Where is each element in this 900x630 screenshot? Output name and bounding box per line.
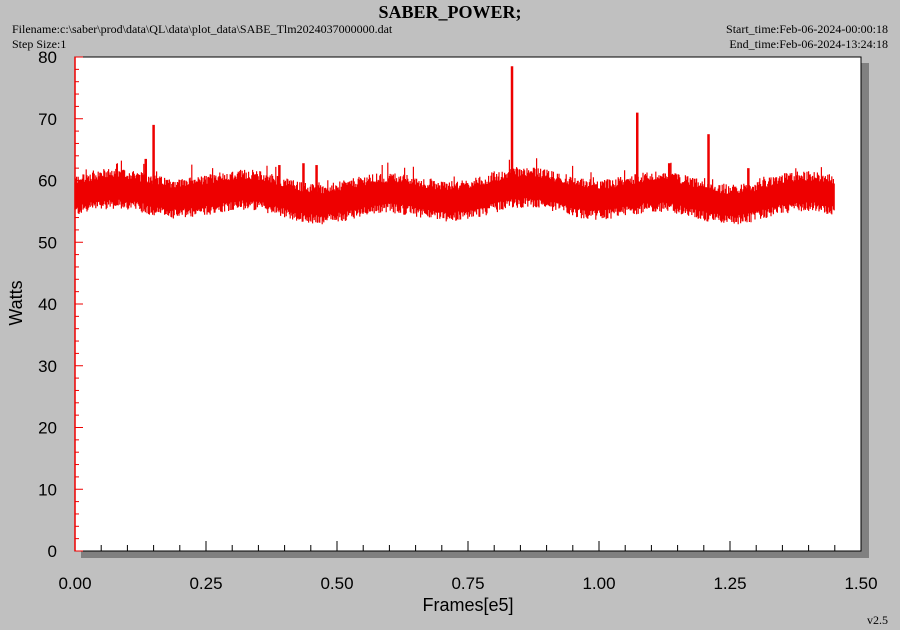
chart-title: SABER_POWER; [378, 2, 522, 22]
y-tick-label: 50 [38, 233, 57, 252]
y-tick-label: 80 [38, 48, 57, 67]
y-tick-label: 30 [38, 357, 57, 376]
x-tick-label: 1.00 [582, 574, 615, 593]
end-time-label: End_time:Feb-06-2024-13:24:18 [729, 37, 888, 51]
x-tick-label: 1.50 [844, 574, 877, 593]
plot-area [74, 56, 862, 552]
x-tick-label: 1.25 [713, 574, 746, 593]
y-tick-label: 70 [38, 110, 57, 129]
x-tick-label: 0.50 [320, 574, 353, 593]
y-tick-label: 40 [38, 295, 57, 314]
series-line [74, 158, 835, 225]
x-tick-label: 0.75 [451, 574, 484, 593]
y-tick-label: 20 [38, 419, 57, 438]
y-tick-label: 0 [48, 542, 57, 561]
y-axis-title: Watts [6, 280, 26, 325]
y-tick-label: 10 [38, 480, 57, 499]
y-tick-label: 60 [38, 172, 57, 191]
x-tick-label: 0.25 [189, 574, 222, 593]
step-size-label: Step Size:1 [12, 37, 67, 51]
x-axis-title: Frames[e5] [422, 595, 513, 615]
x-tick-label: 0.00 [58, 574, 91, 593]
version-label: v2.5 [867, 613, 888, 627]
filename-label: Filename:c:\saber\prod\data\QL\data\plot… [12, 22, 393, 36]
start-time-label: Start_time:Feb-06-2024-00:00:18 [726, 22, 888, 36]
